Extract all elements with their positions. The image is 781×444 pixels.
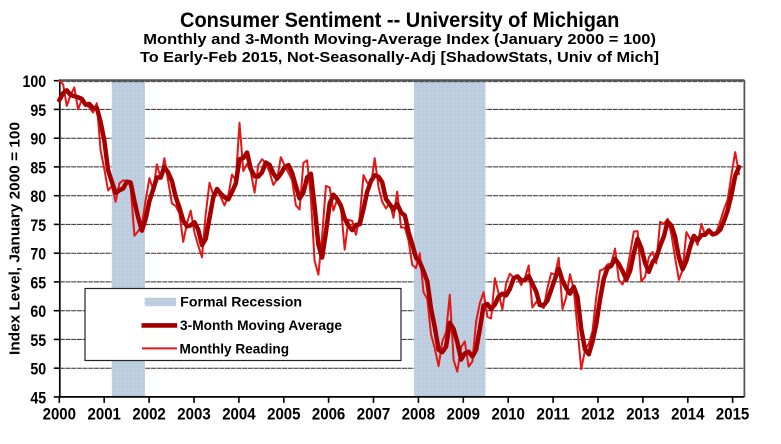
svg-text:Consumer Sentiment -- Universi: Consumer Sentiment -- University of Mich… xyxy=(180,8,619,32)
svg-text:80: 80 xyxy=(30,187,46,206)
svg-text:2008: 2008 xyxy=(402,406,435,424)
svg-text:To Early-Feb 2015, Not-Seasona: To Early-Feb 2015, Not-Seasonally-Adj [S… xyxy=(140,50,659,66)
svg-text:Monthly Reading: Monthly Reading xyxy=(180,340,290,356)
svg-text:65: 65 xyxy=(30,273,46,292)
svg-text:50: 50 xyxy=(30,360,46,379)
svg-text:2003: 2003 xyxy=(177,406,210,424)
svg-text:2015: 2015 xyxy=(716,406,749,424)
svg-text:2006: 2006 xyxy=(312,406,345,424)
svg-text:Formal Recession: Formal Recession xyxy=(180,294,302,310)
svg-text:2010: 2010 xyxy=(492,406,525,424)
svg-text:2012: 2012 xyxy=(581,406,614,424)
svg-text:2014: 2014 xyxy=(671,406,705,424)
svg-text:95: 95 xyxy=(30,101,46,120)
svg-text:2011: 2011 xyxy=(536,406,569,424)
svg-text:70: 70 xyxy=(30,245,46,264)
svg-text:75: 75 xyxy=(30,216,46,235)
svg-text:Monthly and 3-Month Moving-Ave: Monthly and 3-Month Moving-Average Index… xyxy=(143,32,656,48)
svg-text:Index Level, January 2000 = 10: Index Level, January 2000 = 100 xyxy=(7,122,24,355)
svg-text:45: 45 xyxy=(30,388,46,407)
svg-text:2001: 2001 xyxy=(88,406,121,424)
svg-text:90: 90 xyxy=(30,130,46,149)
svg-text:2007: 2007 xyxy=(357,406,390,424)
svg-text:55: 55 xyxy=(30,331,46,350)
svg-text:60: 60 xyxy=(30,302,46,321)
svg-text:3-Month Moving Average: 3-Month Moving Average xyxy=(180,317,342,333)
svg-text:2013: 2013 xyxy=(626,406,659,424)
svg-text:100: 100 xyxy=(23,72,47,91)
svg-text:2002: 2002 xyxy=(132,406,165,424)
svg-text:2000: 2000 xyxy=(43,406,76,424)
svg-text:2009: 2009 xyxy=(447,406,480,424)
svg-text:2004: 2004 xyxy=(222,406,256,424)
svg-text:85: 85 xyxy=(30,158,46,177)
svg-text:2005: 2005 xyxy=(267,406,300,424)
